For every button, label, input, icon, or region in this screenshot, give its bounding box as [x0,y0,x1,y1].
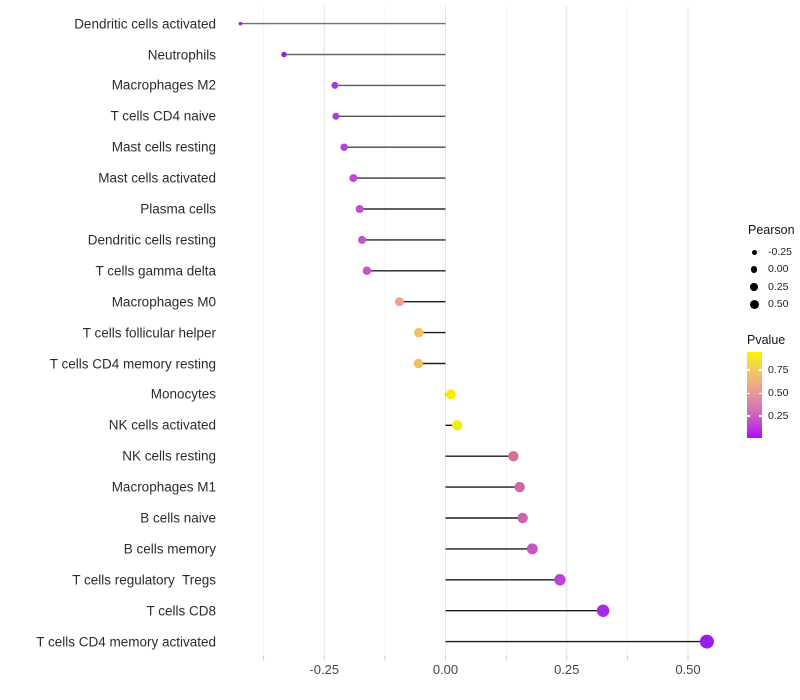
x-axis-tick-label: 0.00 [432,662,459,677]
size-legend-label: 0.00 [768,263,789,276]
y-axis-label: T cells CD4 memory resting [49,355,216,371]
x-axis-tick-label: 0.50 [675,662,701,677]
size-legend-dot [750,266,758,273]
data-point [517,512,528,524]
y-axis-label: T cells CD4 memory activated [36,633,216,649]
data-point [699,634,714,649]
data-point [355,205,364,213]
size-legend-dot [750,283,758,291]
data-point [281,51,287,58]
size-legend-label: 0.25 [768,280,789,293]
colorbar-tick-mark [759,369,762,371]
y-axis-label: T cells regulatory Tregs [72,572,216,588]
data-point [596,604,610,617]
data-point [238,21,243,26]
colorbar-legend-title: Pvalue [747,333,786,347]
data-point [349,174,358,183]
colorbar-tick-label: 0.50 [768,387,789,400]
x-axis-tick-label: -0.25 [309,662,340,677]
size-legend-label: 0.50 [768,297,789,310]
colorbar-tick-mark [759,392,762,395]
y-axis-label: Mast cells activated [98,170,216,186]
y-axis-label: Plasma cells [140,201,216,217]
colorbar-tick-label: 0.75 [768,363,789,376]
data-point [340,143,348,151]
data-point [413,358,424,369]
colorbar-tick-label: 0.25 [768,409,789,422]
y-axis-label: B cells naive [140,510,216,526]
size-legend-dot [749,299,759,309]
data-point [358,235,367,244]
data-point [332,112,340,120]
y-axis-label: Dendritic cells resting [87,232,216,248]
data-point [554,574,566,586]
colorbar-tick-mark [759,415,762,417]
y-axis-label: Mast cells resting [111,139,216,155]
y-axis-label: Neutrophils [147,46,216,62]
y-axis-label: Macrophages M0 [111,293,216,309]
data-point [414,327,424,338]
colorbar-tick-mark [747,415,750,417]
y-axis-label: T cells CD8 [146,602,216,618]
pvalue-colorbar [747,352,762,438]
size-legend-title: Pearson [748,223,795,237]
y-axis-label: B cells memory [123,541,216,557]
size-legend-label: -0.25 [768,245,792,258]
y-axis-label: Monocytes [150,386,216,402]
y-axis-label: Macrophages M2 [111,77,216,93]
data-point [526,543,538,555]
y-axis-label: NK cells resting [122,448,216,464]
data-point [508,450,519,462]
data-point [451,420,463,431]
y-axis-label: T cells CD4 naive [110,108,216,124]
data-point [445,389,456,400]
data-point [394,297,404,307]
data-point [362,266,372,276]
colorbar-tick-mark [747,369,750,371]
x-axis-tick-label: 0.25 [554,662,580,677]
y-axis-label: NK cells activated [108,417,216,433]
y-axis-label: Macrophages M1 [111,479,216,495]
y-axis-label: T cells gamma delta [95,263,216,279]
data-point [514,481,525,493]
size-legend-dot [751,249,757,255]
colorbar-tick-mark [747,392,750,395]
y-axis-label: T cells follicular helper [82,324,216,340]
y-axis-label: Dendritic cells activated [74,15,216,31]
data-point [331,81,339,89]
